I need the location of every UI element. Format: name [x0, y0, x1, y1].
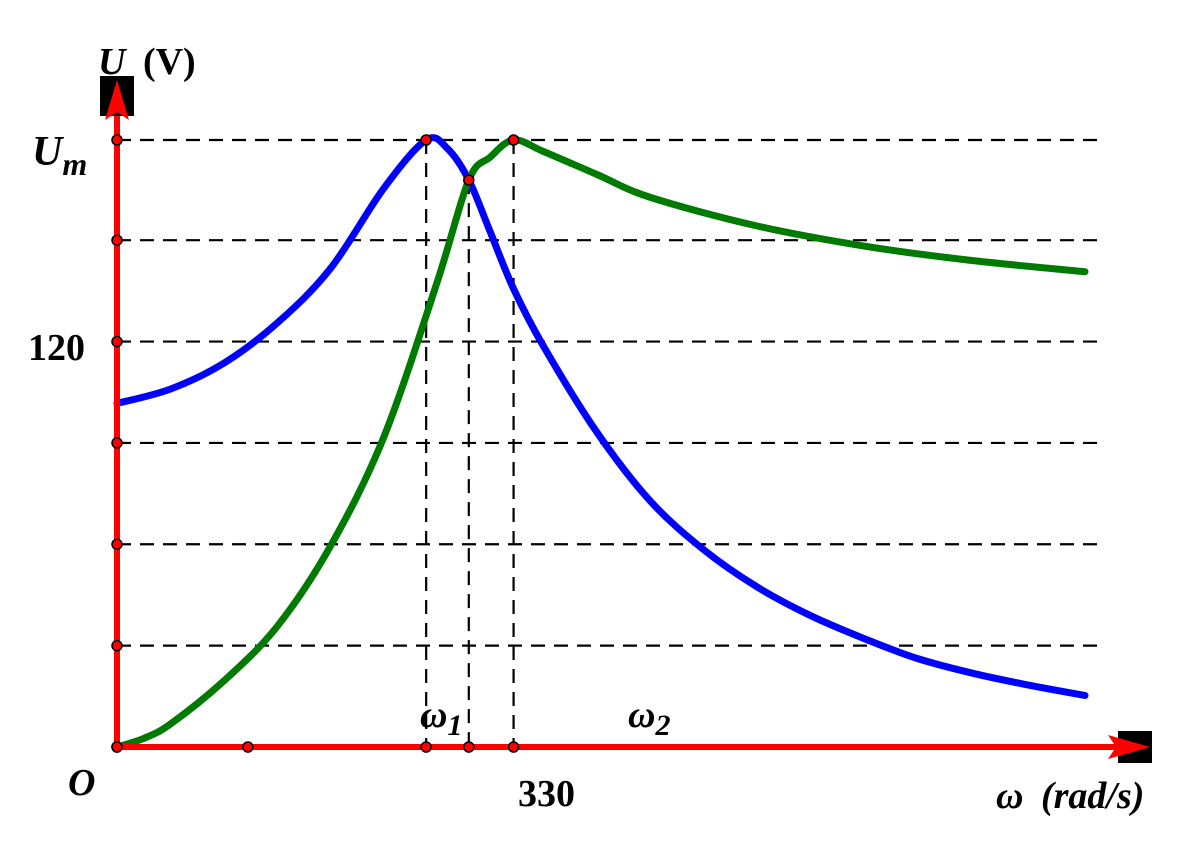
series-line-green — [113, 136, 1089, 751]
origin-label: O — [68, 762, 95, 804]
y-axis-arrowhead — [105, 80, 129, 120]
y-tick-marker — [111, 639, 123, 652]
markers — [111, 134, 520, 753]
x-tick-marker — [507, 741, 520, 753]
x-tick-marker — [242, 741, 254, 753]
x-axis-label: ω (rad/s) — [996, 775, 1144, 817]
axes — [100, 76, 1152, 763]
crossing-marker — [463, 174, 475, 186]
y-tick-marker — [111, 335, 123, 348]
peak-marker-green — [507, 134, 520, 146]
y-tick-marker — [111, 437, 123, 449]
grid — [117, 138, 1105, 747]
y-tick-marker — [111, 134, 123, 146]
peak-marker-blue — [420, 134, 432, 146]
y-tick-label-um: Um — [32, 129, 87, 182]
y-tick-marker — [111, 234, 123, 246]
series-group — [113, 134, 1089, 751]
omega2-label: ω2 — [628, 694, 670, 742]
x-axis-arrowhead — [1108, 735, 1150, 759]
omega1-label: ω1 — [420, 694, 462, 742]
x-tick-marker — [420, 741, 432, 753]
x-tick-label-330: 330 — [518, 773, 575, 815]
y-tick-marker — [111, 538, 123, 551]
x-tick-marker — [111, 741, 123, 753]
labels: U (V) ω (rad/s) O 120 Um 330 ω1 ω2 — [28, 41, 1144, 817]
series-line-blue — [113, 134, 1089, 699]
x-tick-marker — [463, 741, 475, 753]
y-tick-label-120: 120 — [28, 327, 85, 369]
y-axis-label: U (V) — [98, 41, 196, 83]
